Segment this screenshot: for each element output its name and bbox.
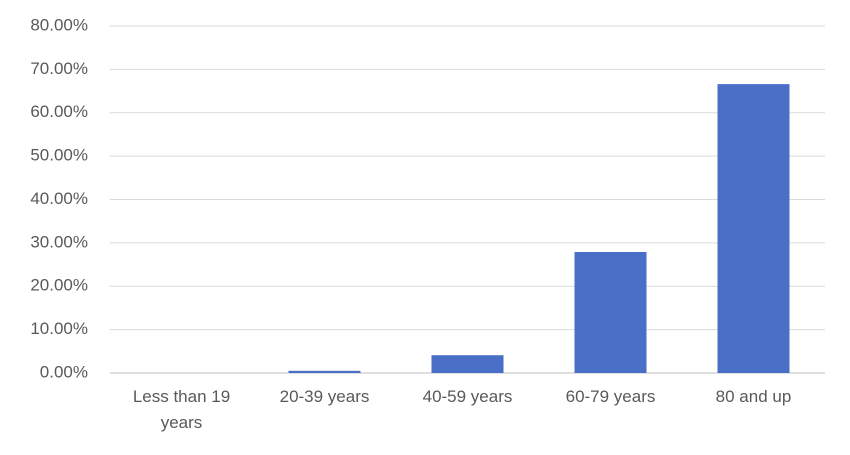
y-tick-label: 60.00%	[30, 102, 88, 121]
y-tick-label: 80.00%	[30, 15, 88, 34]
y-tick-label: 30.00%	[30, 232, 88, 251]
bar	[717, 84, 790, 373]
x-tick-label: Less than 19 years	[132, 387, 231, 432]
x-tick-label: 80 and up	[715, 387, 792, 406]
y-tick-label: 40.00%	[30, 189, 88, 208]
y-tick-label: 20.00%	[30, 276, 88, 295]
y-tick-label: 0.00%	[40, 362, 88, 381]
y-tick-label: 50.00%	[30, 146, 88, 165]
x-tick-label: 60-79 years	[565, 387, 656, 406]
y-tick-label: 10.00%	[30, 319, 88, 338]
bar	[431, 355, 504, 373]
bar	[288, 370, 361, 373]
y-tick-label: 70.00%	[30, 59, 88, 78]
x-tick-label: 20-39 years	[279, 387, 370, 406]
bar	[574, 251, 647, 373]
x-tick-label: 40-59 years	[422, 387, 513, 406]
